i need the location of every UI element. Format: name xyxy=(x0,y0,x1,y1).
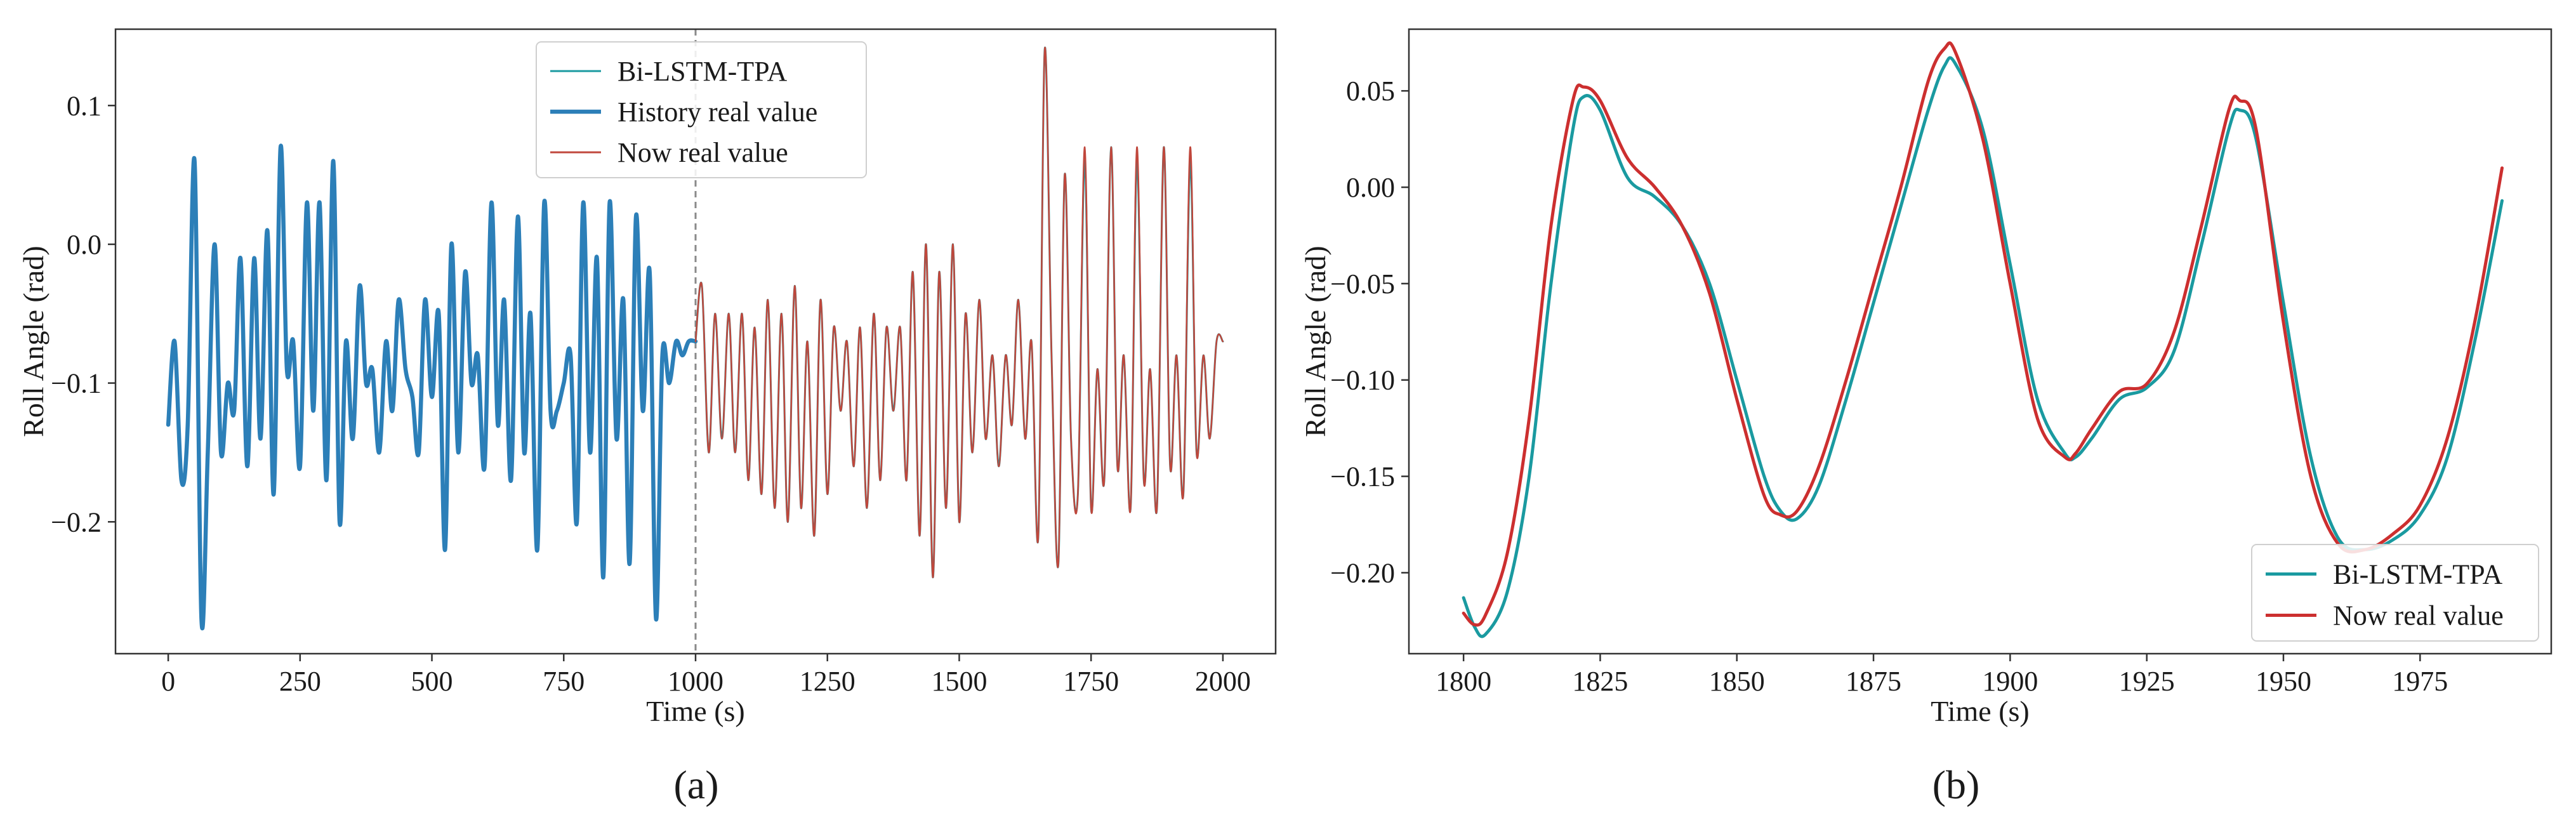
chart-a-legend-label-now: Now real value xyxy=(618,137,788,168)
chart-a-xtick-label: 500 xyxy=(411,666,453,697)
chart-b-ytick-label: −0.20 xyxy=(1330,557,1395,588)
chart-a-xlabel: Time (s) xyxy=(646,695,745,727)
chart-a-legend-box xyxy=(536,41,867,178)
chart-a-xtick-label: 1250 xyxy=(800,666,855,697)
chart-a-marks xyxy=(166,29,1224,654)
chart-b-ytick-label: −0.15 xyxy=(1330,461,1395,492)
chart-a-series-now xyxy=(694,46,1224,578)
chart-a-xtick-label: 1000 xyxy=(668,666,723,697)
chart-b-xtick-label: 1850 xyxy=(1709,666,1765,697)
chart-b-legend-label-now: Now real value xyxy=(2333,600,2504,631)
chart-b-xtick-label: 1875 xyxy=(1846,666,1901,697)
chart-b-xtick-label: 1925 xyxy=(2119,666,2175,697)
chart-a-legend: Bi-LSTM-TPA History real value Now real va… xyxy=(536,41,867,178)
chart-b-ylabel: Roll Angle (rad) xyxy=(1299,246,1331,437)
chart-a-ytick-label: −0.1 xyxy=(51,368,102,399)
chart-b-axes: 1800 1825 1850 1875 1900 1925 1950 1975 0.05 0.00… xyxy=(1299,28,2553,727)
chart-b-xtick-label: 1900 xyxy=(1982,666,2038,697)
chart-b-ytick-label: −0.05 xyxy=(1330,268,1395,300)
chart-b-ytick-label: −0.10 xyxy=(1330,365,1395,396)
chart-b-ytick-label: 0.00 xyxy=(1346,172,1395,203)
chart-a-xtick-label: 250 xyxy=(279,666,321,697)
chart-b-xtick-label: 1975 xyxy=(2392,666,2448,697)
chart-b-series-now xyxy=(1462,41,2504,627)
chart-b-plot-frame xyxy=(1408,28,2553,655)
chart-a-xtick-label: 1500 xyxy=(931,666,987,697)
chart-a-ytick-label: 0.1 xyxy=(67,90,102,121)
chart-a-ytick-label: −0.2 xyxy=(51,506,102,538)
caption-b: (b) xyxy=(1932,762,1980,807)
chart-a-ylabel: Roll Angle (rad) xyxy=(17,246,50,437)
chart-panel-b: 1800 1825 1850 1875 1900 1925 1950 1975 0.05 0.00… xyxy=(1299,28,2553,727)
chart-b-series-bi xyxy=(1462,56,2504,638)
chart-b-xtick-label: 1825 xyxy=(1572,666,1628,697)
chart-b-xtick-label: 1950 xyxy=(2256,666,2311,697)
chart-panel-a: 0 250 500 750 1000 1250 1500 1750 2000 0.1 0.0 −0.1… xyxy=(17,28,1277,727)
chart-a-xtick-label: 750 xyxy=(543,666,585,697)
chart-b-marks xyxy=(1462,41,2504,638)
chart-b-xtick-label: 1800 xyxy=(1436,666,1491,697)
chart-a-xtick-label: 1750 xyxy=(1063,666,1119,697)
chart-b-legend-label-bi: Bi-LSTM-TPA xyxy=(2333,559,2503,590)
chart-b-xlabel: Time (s) xyxy=(1931,695,2030,727)
chart-a-ytick-label: 0.0 xyxy=(67,229,102,260)
chart-a-xtick-label: 0 xyxy=(161,666,175,697)
chart-b-ytick-label: 0.05 xyxy=(1346,76,1395,107)
chart-b-legend-box xyxy=(2251,544,2539,642)
chart-a-legend-label-bi: Bi-LSTM-TPA xyxy=(618,56,788,87)
chart-a-series-history xyxy=(166,143,698,631)
chart-a-legend-label-history: History real value xyxy=(618,96,817,128)
chart-a-axes: 0 250 500 750 1000 1250 1500 1750 2000 0.1 0.0 −0.1… xyxy=(17,28,1277,727)
caption-a: (a) xyxy=(673,762,718,807)
chart-a-xtick-label: 2000 xyxy=(1195,666,1251,697)
chart-b-legend: Bi-LSTM-TPA Now real value xyxy=(2251,544,2539,642)
